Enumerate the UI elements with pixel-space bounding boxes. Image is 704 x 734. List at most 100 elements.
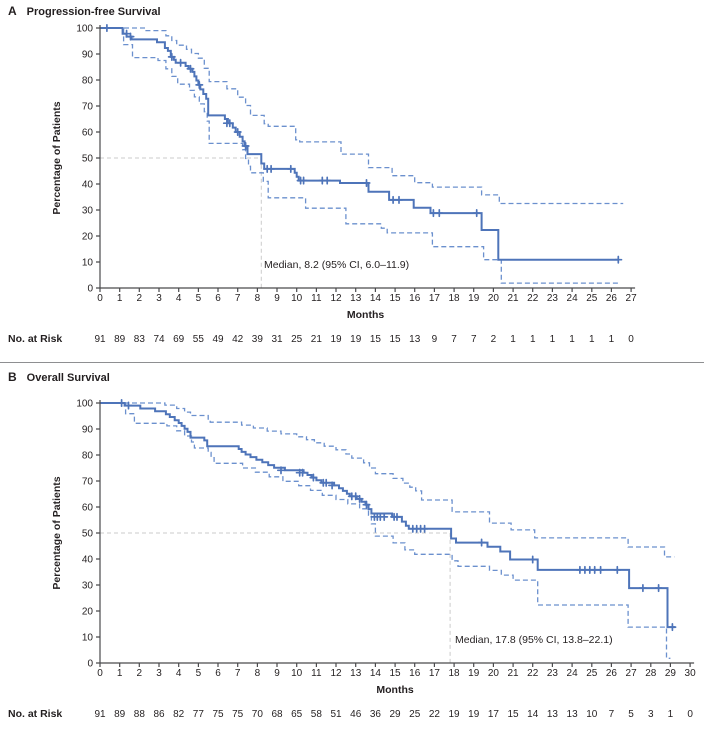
panel-b-xtick-label: 19 [468,668,480,679]
panel-divider [0,362,704,363]
panel-b-yticks [96,402,100,664]
panel-a-median-annotation: Median, 8.2 (95% CI, 6.0–11.9) [264,259,409,271]
panel-b-xtick-label: 18 [448,668,460,679]
panel-b-risk-count: 68 [271,709,283,720]
panel-b-risk-count: 15 [508,709,520,720]
panel-a-xtick-label: 12 [330,293,342,304]
panel-b-xtick-label: 10 [291,668,303,679]
panel-b-xtick-label: 15 [389,668,401,679]
panel-b-xtick-label: 0 [97,668,103,679]
panel-b-risk-count: 7 [609,709,615,720]
panel-a-xtick-label: 15 [389,293,401,304]
panel-b-risk-count: 75 [212,709,224,720]
panel-a-risk-count: 7 [471,334,477,345]
panel-a-risk-count: 49 [212,334,224,345]
panel-a-risk-count: 2 [491,334,497,345]
panel-a-xtick-label: 17 [429,293,441,304]
panel-a-risk-count: 89 [114,334,126,345]
panel-a-median-guides [100,157,262,288]
panel-b-risk-count: 70 [252,709,264,720]
panel-b-risk-count: 82 [173,709,185,720]
panel-a-risk-count: 83 [134,334,146,345]
panel-b-ytick-label: 90 [82,425,94,436]
panel-b-xtick-label: 24 [567,668,579,679]
panel-b-xtick-label: 20 [488,668,500,679]
panel-a-letter: A [8,4,17,18]
panel-b-upper_95_ci-curve [100,402,675,558]
panel-b-risk-count: 13 [547,709,559,720]
panel-b-xtick-label: 4 [176,668,182,679]
panel-a-ytick-label: 80 [82,76,94,87]
panel-a-ytick-label: 10 [82,258,94,269]
panel-a-risk-count: 21 [311,334,323,345]
panel-b-risk-count: 22 [429,709,441,720]
panel-a-yticks [96,27,100,289]
panel-a-risk-count: 1 [589,334,595,345]
panel-b-risk-count: 36 [370,709,382,720]
panel-b-ytick-label: 80 [82,451,94,462]
panel-a-xtick-label: 3 [156,293,162,304]
panel-b-risk-count: 86 [153,709,165,720]
panel-b-risk-count: 88 [134,709,146,720]
panel-a-ytick-label: 0 [87,284,93,295]
panel-b-xtick-label: 6 [215,668,221,679]
panel-b-risk-count: 91 [94,709,106,720]
panel-b-estimate-curve [100,402,676,629]
panel-a-risk-count: 42 [232,334,244,345]
panel-b-ytick-label: 10 [82,633,94,644]
panel-a-estimate-curve [100,27,619,261]
panel-b-median-annotation: Median, 17.8 (95% CI, 13.8–22.1) [455,634,613,646]
panel-b-xtick-label: 7 [235,668,241,679]
panel-b-xtick-label: 1 [117,668,123,679]
panel-b-xtick-label: 30 [685,668,697,679]
panel-b-header: B Overall Survival [8,370,110,384]
panel-a-risk-count: 31 [271,334,283,345]
panel-a-ytick-label: 70 [82,102,94,113]
panel-a-risk-count: 69 [173,334,185,345]
panel-a-xtick-label: 27 [626,293,638,304]
panel-a-xtick-label: 23 [547,293,559,304]
panel-a-risk-count: 0 [628,334,634,345]
panel-b-xtick-label: 8 [255,668,261,679]
panel-b-risk-count: 3 [648,709,654,720]
panel-a-ytick-label: 100 [76,24,93,35]
panel-a-xtick-label: 5 [196,293,202,304]
panel-b-risk-count: 25 [409,709,421,720]
panel-a-xtick-label: 4 [176,293,182,304]
panel-b-xtick-label: 25 [586,668,598,679]
panel-b-xtick-label: 13 [350,668,362,679]
panel-a-risk-count: 13 [409,334,421,345]
panel-b-risk-count: 19 [448,709,460,720]
panel-a-xtick-label: 6 [215,293,221,304]
panel-b-axes [99,400,695,664]
panel-a-xtick-label: 9 [274,293,280,304]
panel-a-risk-count: 1 [550,334,556,345]
panel-b-risk-count: 19 [468,709,480,720]
panel-b-xtick-label: 28 [645,668,657,679]
panel-b-censor-marks [117,398,677,632]
panel-b-ytick-label: 60 [82,503,94,514]
panel-a-risk-count: 74 [153,334,165,345]
panel-b-risk-count: 0 [687,709,693,720]
panel-b-risk-count: 58 [311,709,323,720]
panel-a-lower_95_ci-curve [100,27,620,284]
panel-b-yaxis-title: Percentage of Patients [51,476,63,589]
panel-a-risk-count: 91 [94,334,106,345]
panel-b-xtick-label: 26 [606,668,618,679]
panel-b-letter: B [8,370,17,384]
panel-b-risk-count: 75 [232,709,244,720]
panel-b-xtick-label: 5 [196,668,202,679]
panel-b-risk-count: 29 [389,709,401,720]
panel-b-risk-count: 89 [114,709,126,720]
panel-a-risk-count: 55 [193,334,205,345]
panel-b-risk-label: No. at Risk [8,708,62,720]
panel-b-xtick-label: 16 [409,668,421,679]
panel-a-ytick-label: 50 [82,154,94,165]
panel-b-ytick-label: 0 [87,659,93,670]
panel-a-risk-count: 1 [609,334,615,345]
panel-a-header: A Progression-free Survival [8,4,161,18]
panel-b-xaxis-title: Months [376,684,413,696]
panel-b-xtick-label: 22 [527,668,539,679]
panel-a-xtick-label: 0 [97,293,103,304]
